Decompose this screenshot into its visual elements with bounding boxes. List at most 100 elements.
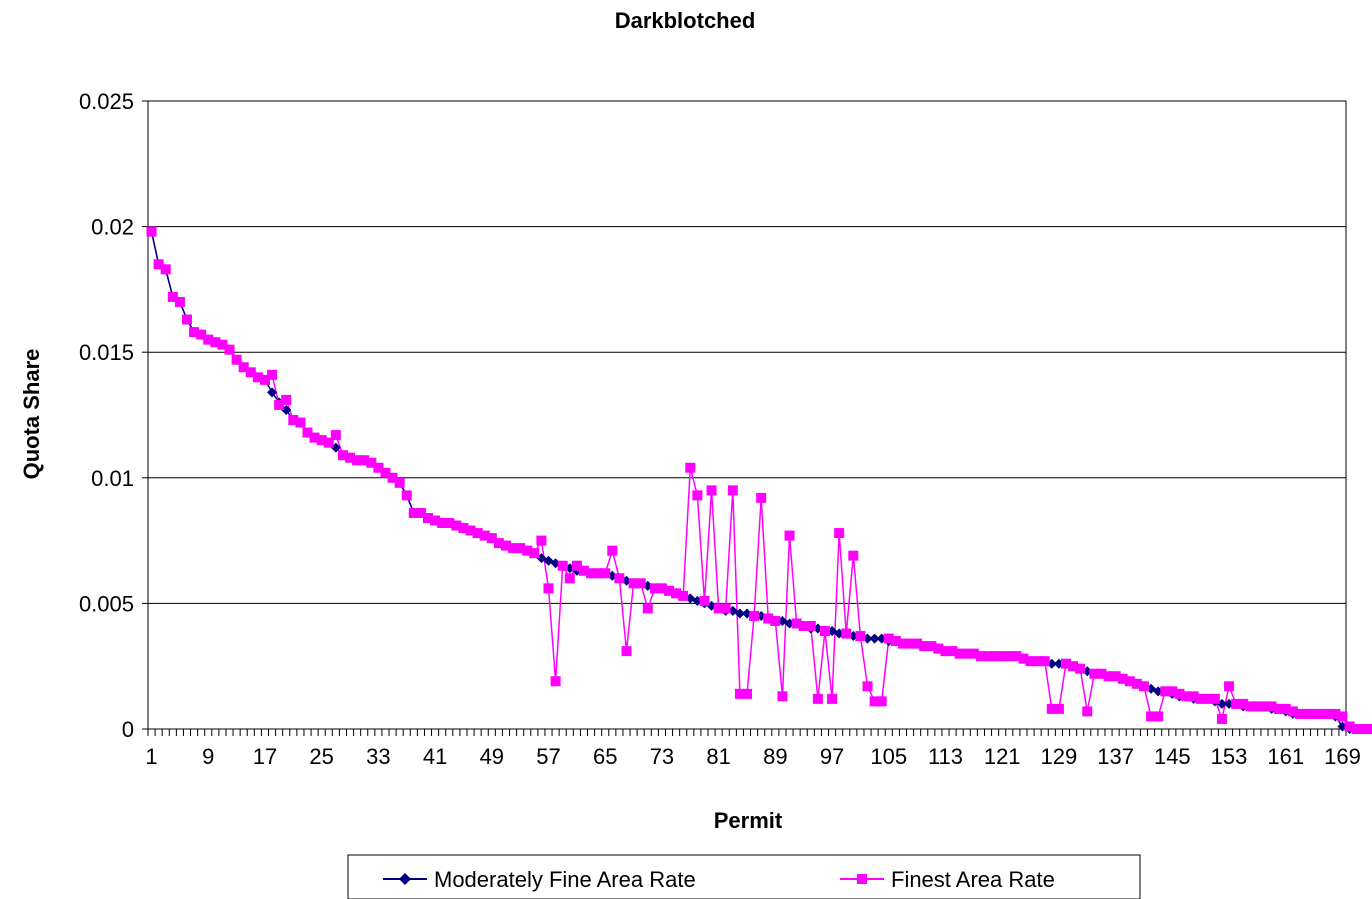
point-finest (869, 696, 880, 707)
point-finest (713, 603, 724, 614)
point-finest (1138, 681, 1149, 692)
x-tick-label: 73 (650, 744, 674, 769)
point-finest (217, 339, 228, 350)
point-finest (415, 507, 426, 518)
point-finest (345, 452, 356, 463)
point-finest (153, 259, 164, 270)
point-finest (968, 648, 979, 659)
y-tick-label: 0.02 (91, 215, 134, 240)
point-finest (1046, 703, 1057, 714)
point-finest (430, 515, 441, 526)
point-finest (267, 369, 278, 380)
point-finest (1018, 653, 1029, 664)
point-finest (1195, 693, 1206, 704)
point-finest (401, 490, 412, 501)
point-moderately-fine (267, 387, 278, 398)
point-finest (1309, 708, 1320, 719)
point-finest (387, 472, 398, 483)
point-finest (203, 334, 214, 345)
y-tick-label: 0.005 (79, 591, 134, 616)
point-finest (174, 296, 185, 307)
point-finest (734, 688, 745, 699)
point-finest (1231, 698, 1242, 709)
point-finest (848, 550, 859, 561)
plot-frame (147, 100, 1347, 730)
point-finest (664, 585, 675, 596)
x-tick-label: 25 (309, 744, 333, 769)
x-tick-label: 129 (1041, 744, 1078, 769)
point-finest (543, 583, 554, 594)
point-finest (1209, 693, 1220, 704)
point-finest (692, 490, 703, 501)
point-finest (1202, 693, 1213, 704)
point-finest (827, 693, 838, 704)
point-finest (444, 518, 455, 529)
point-finest (678, 590, 689, 601)
legend-label-moderately-fine: Moderately Fine Area Rate (434, 867, 696, 892)
point-finest (1174, 688, 1185, 699)
x-tick-label: 89 (763, 744, 787, 769)
point-finest (366, 457, 377, 468)
point-finest (1004, 651, 1015, 662)
point-finest (777, 691, 788, 702)
point-finest (1089, 668, 1100, 679)
point-finest (1266, 701, 1277, 712)
point-finest (912, 638, 923, 649)
point-finest (1103, 671, 1114, 682)
point-finest (770, 615, 781, 626)
point-finest (437, 518, 448, 529)
point-finest (196, 329, 207, 340)
point-finest (926, 641, 937, 652)
point-finest (798, 621, 809, 632)
point-finest (309, 432, 320, 443)
x-axis-title: Permit (714, 808, 783, 833)
legend-label-finest: Finest Area Rate (891, 867, 1055, 892)
series-line-finest (150, 231, 1372, 730)
x-axis-ticks: 1 9 17 25 33 41 49 57 65 73 81 89 97 105 113 121 129 137 1… (145, 729, 1361, 769)
point-finest (408, 507, 419, 518)
point-finest (1124, 676, 1135, 687)
series-layer (146, 226, 1372, 734)
point-finest (649, 583, 660, 594)
point-finest (380, 467, 391, 478)
point-finest (1110, 671, 1121, 682)
point-finest (1160, 686, 1171, 697)
point-finest (373, 462, 384, 473)
point-finest (1238, 698, 1249, 709)
x-tick-label: 105 (870, 744, 907, 769)
point-finest (805, 621, 816, 632)
point-finest (1358, 724, 1369, 734)
point-finest (763, 613, 774, 624)
point-finest (841, 628, 852, 639)
point-finest (600, 568, 611, 579)
point-finest (954, 648, 965, 659)
point-finest (515, 543, 526, 554)
point-finest (671, 588, 682, 599)
y-tick-label: 0 (122, 717, 134, 742)
point-finest (189, 327, 200, 338)
point-finest (834, 528, 845, 539)
point-finest (1323, 708, 1334, 719)
point-finest (508, 543, 519, 554)
x-tick-label: 113 (928, 744, 963, 769)
point-finest (1273, 703, 1284, 714)
point-finest (614, 573, 625, 584)
point-finest (1181, 691, 1192, 702)
y-axis-title: Quota Share (19, 349, 44, 480)
point-finest (451, 520, 462, 531)
point-finest (890, 636, 901, 647)
point-finest (578, 565, 589, 576)
point-moderately-fine (734, 608, 745, 619)
point-finest (550, 676, 561, 687)
point-finest (295, 417, 306, 428)
point-finest (1032, 656, 1043, 667)
point-finest (522, 545, 533, 556)
point-finest (1216, 713, 1227, 724)
point-finest (1344, 721, 1355, 732)
point-finest (983, 651, 994, 662)
x-tick-label: 1 (145, 744, 157, 769)
point-finest (897, 638, 908, 649)
point-finest (181, 314, 192, 325)
point-finest (990, 651, 1001, 662)
x-tick-label: 17 (253, 744, 277, 769)
